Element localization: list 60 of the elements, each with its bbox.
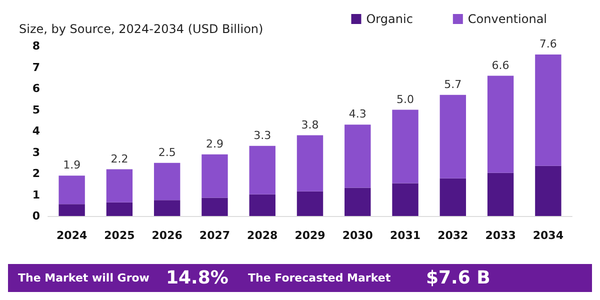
y-tick-label: 4 [32,124,40,138]
x-tick-label: 2026 [152,229,183,242]
bar [58,176,85,204]
y-tick-label: 6 [32,82,40,95]
total-label: 3.3 [254,128,272,142]
y-tick-label: 3 [32,146,40,159]
total-label: 6.6 [492,58,510,72]
total-label: 1.9 [63,158,81,172]
bar [202,154,228,198]
bar [392,183,418,216]
total-label: 2.2 [110,152,128,166]
legend-label: Organic [366,12,413,26]
x-tick-label: 2031 [390,229,421,242]
bar [202,198,228,216]
total-label: 4.3 [348,108,366,121]
x-tick-label: 2030 [342,229,374,242]
total-label: 5.7 [444,78,462,91]
x-tick-label: 2029 [294,229,326,242]
y-tick-label: 5 [32,103,40,116]
bar [487,76,514,173]
x-tick-label: 2027 [199,229,230,242]
y-tick-label: 0 [32,210,40,222]
bar [535,166,562,216]
x-tick-label: 2034 [532,229,564,242]
text: The Market will Grow [18,272,150,284]
bar [392,110,418,184]
bar [296,191,324,216]
bar [249,146,276,194]
chart-title: Size, by Source, 2024-2034 (USD Billion) [19,22,264,36]
y-tick-label: 8 [32,40,40,52]
y-tick-label: 1 [32,188,40,202]
bar [487,172,514,216]
legend-label: Conventional [468,12,548,26]
x-tick-label: 2024 [56,229,88,242]
bar [344,124,371,188]
bar [296,135,324,192]
bar [249,194,276,216]
y-tick-label: 2 [32,167,40,180]
bar [154,162,180,200]
bar [440,178,466,216]
y-tick-label: 7 [32,60,40,74]
x-tick-label: 2032 [438,229,468,242]
total-label: 2.5 [158,146,176,159]
x-tick-label: 2028 [247,229,278,242]
total-label: 2.9 [206,137,224,150]
bar [58,204,85,216]
bar [344,188,371,216]
text: 14.8% [166,268,228,288]
x-tick-label: 2025 [104,229,135,242]
bar [440,94,466,178]
total-label: 7.6 [539,38,557,50]
total-label: 3.8 [301,118,319,132]
text: $7.6 B [426,268,490,288]
total-label: 5.0 [396,92,414,106]
x-tick-label: 2033 [485,229,516,242]
bar [106,202,133,216]
bar [154,200,180,216]
bar [106,169,133,202]
bar [535,54,562,166]
text: The Forecasted Market [248,272,391,284]
